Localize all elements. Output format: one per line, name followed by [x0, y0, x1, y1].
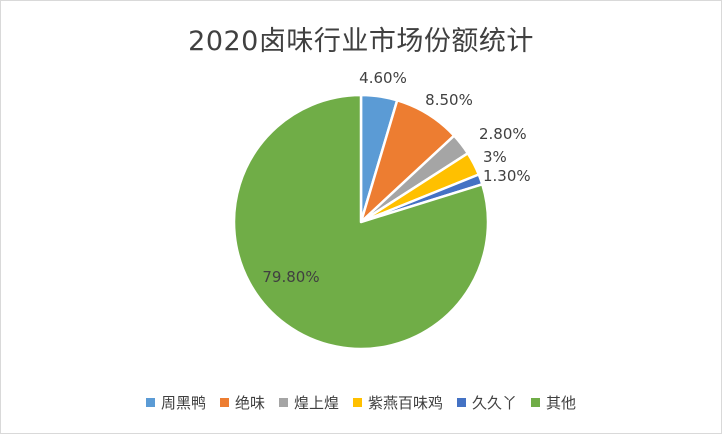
- legend-label: 煌上煌: [293, 394, 339, 412]
- data-label-4: 3%: [483, 148, 507, 166]
- legend-swatch: [531, 398, 541, 407]
- data-label-3: 2.80%: [479, 125, 527, 143]
- legend-swatch: [278, 398, 288, 407]
- legend-swatch: [145, 398, 155, 407]
- pie-slice-6: [232, 93, 490, 351]
- legend-item-2: 绝味: [219, 392, 265, 413]
- legend-swatch: [457, 398, 467, 407]
- legend-item-1: 周黑鸭: [145, 392, 206, 413]
- chart-legend: 周黑鸭 绝味 煌上煌 紫燕百味鸡 久久丫 其他: [1, 392, 721, 413]
- data-label-1: 4.60%: [359, 69, 407, 87]
- legend-item-3: 煌上煌: [278, 392, 339, 413]
- data-label-5: 1.30%: [483, 167, 531, 185]
- legend-label: 其他: [546, 394, 577, 412]
- legend-swatch: [219, 398, 229, 407]
- legend-label: 紫燕百味鸡: [368, 394, 444, 412]
- legend-item-5: 久久丫: [457, 392, 517, 413]
- data-label-2: 8.50%: [425, 91, 473, 109]
- legend-label: 绝味: [234, 394, 265, 412]
- legend-label: 周黑鸭: [160, 394, 206, 412]
- legend-item-4: 紫燕百味鸡: [353, 392, 443, 413]
- data-label-6: 79.80%: [262, 268, 319, 286]
- chart-title: 2020卤味行业市场份额统计: [188, 26, 534, 57]
- legend-swatch: [353, 398, 362, 407]
- legend-label: 久久丫: [472, 394, 518, 412]
- pie-chart: 4.60% 8.50% 2.80% 3%1.30% 79.80%: [232, 69, 531, 351]
- legend-item-6: 其他: [531, 392, 576, 413]
